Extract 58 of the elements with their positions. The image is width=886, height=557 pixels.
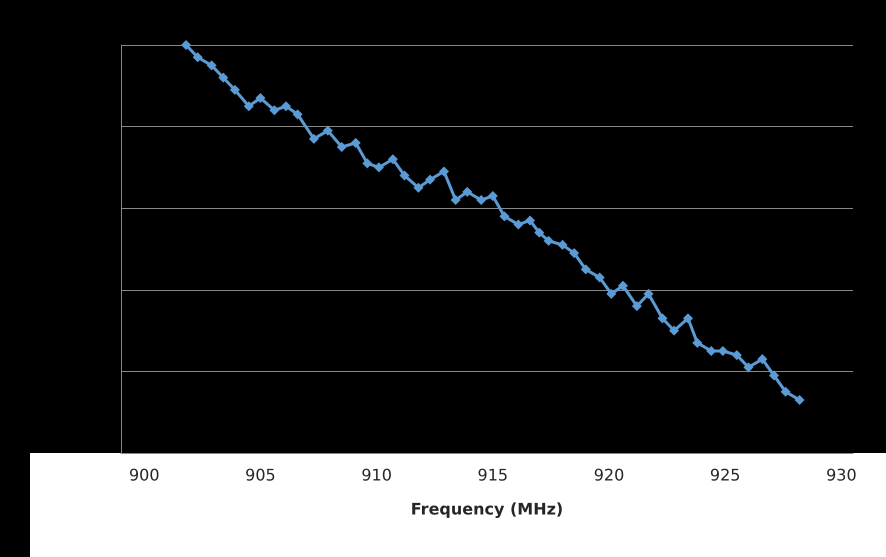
point: [350, 138, 361, 148]
point: [322, 126, 333, 136]
point: [450, 195, 461, 206]
point: [280, 101, 291, 112]
x-tick-label: 915: [478, 466, 508, 484]
point: [488, 190, 498, 201]
point: [388, 154, 398, 164]
x-tick-label: 930: [826, 466, 857, 484]
point: [594, 272, 605, 283]
point: [580, 264, 591, 274]
point: [669, 326, 680, 336]
point: [439, 166, 450, 176]
point: [181, 40, 192, 50]
point: [534, 228, 544, 238]
point: [706, 346, 716, 356]
point: [794, 394, 805, 405]
point: [374, 162, 384, 172]
point: [569, 248, 580, 258]
point: [768, 370, 779, 380]
point: [718, 346, 728, 356]
point: [308, 134, 319, 144]
point: [632, 301, 642, 312]
point: [513, 220, 524, 230]
point: [425, 174, 436, 185]
x-tick-label: 925: [710, 466, 740, 484]
point: [606, 288, 616, 299]
point: [499, 211, 510, 222]
point: [230, 84, 240, 95]
point: [462, 186, 472, 197]
point: [476, 195, 486, 206]
point: [683, 313, 694, 324]
point: [269, 105, 280, 116]
point: [524, 215, 535, 226]
point: [206, 60, 217, 70]
point: [757, 354, 768, 364]
point: [292, 109, 303, 120]
point: [336, 142, 347, 152]
point: [400, 170, 410, 181]
point: [618, 280, 628, 291]
point: [362, 158, 372, 168]
point: [544, 236, 554, 246]
point: [692, 338, 702, 348]
x-tick-label: 920: [594, 466, 624, 484]
x-tick-label: 900: [128, 466, 160, 484]
point: [558, 240, 568, 250]
point: [732, 350, 742, 360]
point: [413, 182, 424, 193]
point: [244, 101, 254, 112]
x-axis-title: Frequency (MHz): [410, 500, 564, 518]
point: [780, 386, 791, 397]
x-tick-label: 905: [245, 466, 276, 484]
point: [192, 52, 203, 62]
point: [644, 288, 654, 299]
point: [218, 72, 228, 83]
point: [743, 362, 754, 372]
x-tick-label: 910: [361, 466, 392, 484]
point: [657, 313, 668, 324]
point: [255, 93, 266, 104]
